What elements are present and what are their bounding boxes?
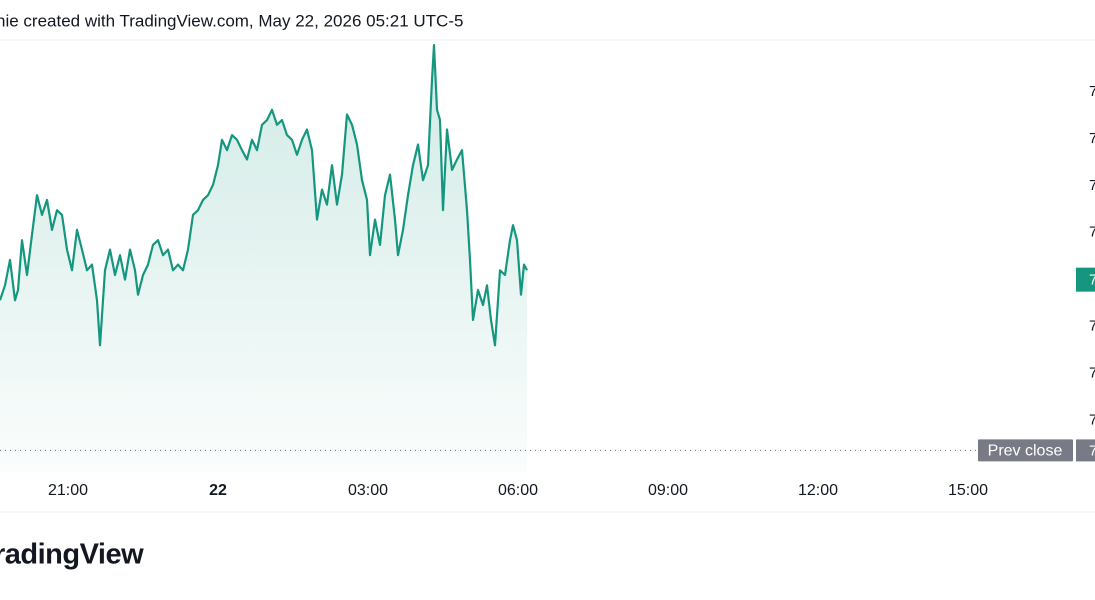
- x-tick-label: 06:00: [498, 482, 538, 499]
- y-tick-label: 7: [1089, 224, 1095, 241]
- price-line: [0, 44, 528, 347]
- y-tick-label: 7: [1089, 177, 1095, 194]
- last-price-box: [1076, 267, 1095, 292]
- logo: radingView: [0, 539, 144, 571]
- prev-close-name: Prev close: [988, 443, 1063, 460]
- x-tick-label: 03:00: [348, 482, 388, 499]
- x-tick-label: 21:00: [48, 482, 88, 499]
- plot: 7 7 7 7 7 7 7 21:00 22 03:00 06:00 09:00 12:00 15:00 P…: [0, 44, 1095, 499]
- last-price-label: 7: [1089, 272, 1095, 289]
- header-text: nie created with TradingView.com, May 22…: [0, 11, 463, 30]
- prev-close-box: [978, 439, 1073, 462]
- y-tick-label: 7: [1089, 411, 1095, 428]
- x-tick-label: 22: [209, 482, 227, 499]
- prev-close-value-box: [1076, 439, 1095, 462]
- y-tick-label: 7: [1089, 364, 1095, 381]
- y-tick-label: 7: [1089, 83, 1095, 100]
- x-tick-label: 09:00: [648, 482, 688, 499]
- y-tick-label: 7: [1089, 130, 1095, 147]
- y-tick-label: 7: [1089, 318, 1095, 335]
- area: [0, 45, 527, 472]
- x-tick-label: 15:00: [948, 482, 988, 499]
- prev-close-value: 7: [1089, 442, 1095, 459]
- x-tick-label: 12:00: [798, 482, 838, 499]
